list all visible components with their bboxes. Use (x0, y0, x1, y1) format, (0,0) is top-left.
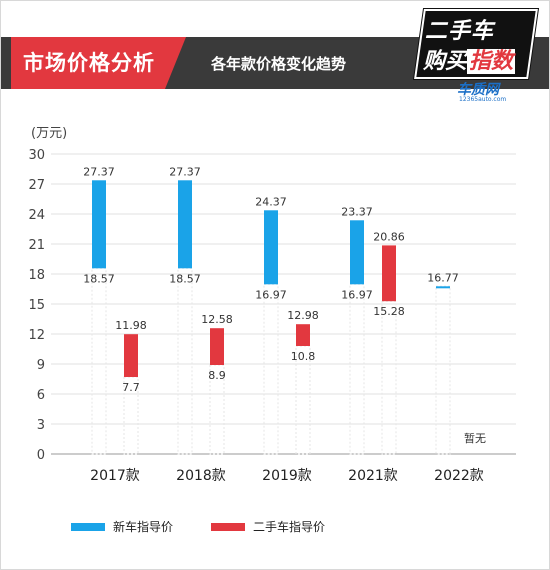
bar-drop-guide (381, 300, 397, 455)
bar-high-label: 16.77 (427, 271, 459, 284)
bar-high-label: 24.37 (255, 195, 287, 208)
logo-brand: 车质网 (457, 82, 499, 98)
new-price-bar (350, 220, 364, 285)
header-title-banner (11, 37, 186, 89)
y-tick-label: 6 (37, 388, 45, 403)
new-price-bar (92, 180, 106, 269)
used-price-bar (296, 324, 310, 346)
y-tick-label: 3 (37, 418, 45, 433)
header-title: 市场价格分析 (23, 51, 155, 75)
y-tick-label: 21 (28, 238, 45, 253)
bar-high-label: 12.98 (287, 309, 319, 322)
bar-high-label: 11.98 (115, 319, 147, 332)
no-data-annotation: 暂无 (464, 432, 486, 445)
bar-drop-guide (177, 267, 193, 455)
x-category-label: 2017款 (90, 468, 140, 484)
bar-low-label: 16.97 (255, 288, 287, 301)
used-price-bar (210, 328, 224, 365)
bar-drop-guide (209, 364, 225, 455)
y-tick-label: 0 (37, 448, 45, 463)
bar-high-label: 12.58 (201, 313, 233, 326)
logo-line1: 二手车 (425, 19, 495, 44)
bar-low-label: 7.7 (122, 381, 140, 394)
bar-drop-guide (295, 345, 311, 455)
legend-swatch-used (211, 523, 245, 531)
brand-logo: 二手车 购买指数 车质网 12365auto.com (411, 7, 541, 107)
bar-low-label: 8.9 (208, 369, 226, 382)
logo-line2-b: 指数 (467, 49, 516, 74)
y-tick-label: 24 (28, 208, 45, 223)
used-price-bar (382, 245, 396, 302)
legend-swatch-new (71, 523, 105, 531)
header-subtitle: 各年款价格变化趋势 (211, 55, 347, 73)
bar-high-label: 27.37 (169, 165, 201, 178)
y-tick-label: 30 (28, 148, 45, 163)
bar-low-label: 15.28 (373, 305, 405, 318)
used-price-bar (124, 334, 138, 377)
bar-high-label: 27.37 (83, 165, 115, 178)
bar-low-label: 16.97 (341, 288, 373, 301)
logo-line2: 购买指数 (423, 43, 543, 75)
new-price-bar (178, 180, 192, 269)
bar-low-label: 18.57 (83, 272, 115, 285)
x-category-label: 2018款 (176, 468, 226, 484)
y-tick-label: 12 (28, 328, 45, 343)
legend-label-new: 新车指导价 (113, 520, 174, 534)
logo-line2-a: 购买 (423, 49, 468, 74)
bar-drop-guide (435, 285, 451, 455)
bar-drop-guide (91, 267, 107, 455)
y-tick-label: 9 (37, 358, 45, 373)
y-tick-label: 18 (28, 268, 45, 283)
x-category-label: 2022款 (434, 468, 484, 484)
bar-drop-guide (349, 283, 365, 455)
bar-low-label: 18.57 (169, 272, 201, 285)
bar-high-label: 20.86 (373, 230, 405, 243)
y-tick-label: 15 (28, 298, 45, 313)
price-range-chart: 0 3 6 9 12 15 18 21 24 27 30 (万元) 27.37 18.57 11.98 7… (28, 126, 516, 484)
y-axis-unit: (万元) (31, 126, 67, 141)
new-price-bar (264, 210, 278, 285)
x-category-label: 2019款 (262, 468, 312, 484)
legend-label-used: 二手车指导价 (253, 520, 326, 534)
legend: 新车指导价 二手车指导价 (71, 517, 511, 537)
new-price-bar (436, 286, 450, 289)
logo-url: 12365auto.com (459, 96, 507, 103)
x-category-label: 2021款 (348, 468, 398, 484)
bar-high-label: 23.37 (341, 205, 373, 218)
bar-drop-guide (263, 283, 279, 455)
bar-low-label: 10.8 (291, 350, 316, 363)
bar-drop-guide (123, 376, 139, 455)
y-tick-label: 27 (28, 178, 45, 193)
